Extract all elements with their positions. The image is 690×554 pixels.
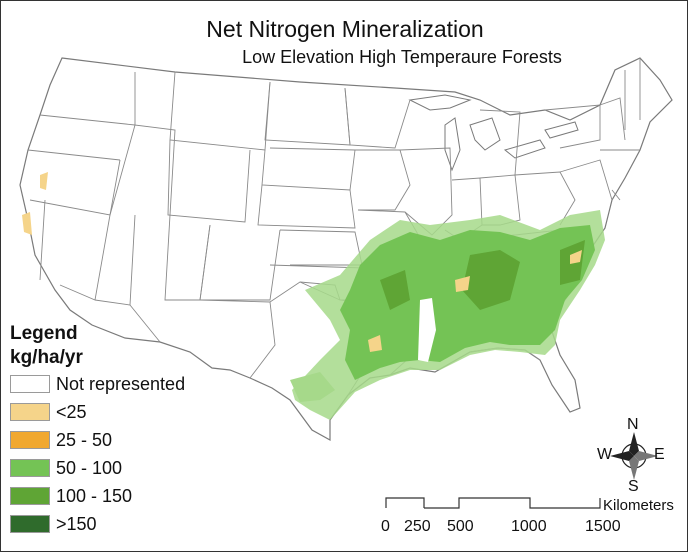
scale-bar (385, 497, 601, 509)
legend-item: 100 - 150 (10, 482, 185, 510)
legend-item: 50 - 100 (10, 454, 185, 482)
scale-tick: 1000 (511, 518, 547, 535)
forest-region-dense (380, 240, 585, 310)
legend-label: <25 (56, 401, 87, 422)
legend: Legend kg/ha/yr Not represented <25 25 -… (10, 322, 185, 538)
scale-tick: 0 (381, 518, 390, 535)
legend-label: 25 - 50 (56, 429, 113, 450)
legend-units: kg/ha/yr (10, 347, 83, 368)
map-subtitle: Low Elevation High Temperaure Forests (242, 47, 562, 67)
legend-swatch (10, 459, 50, 477)
forest-region-coastal-tx (290, 372, 335, 402)
scale-tick: 1500 (585, 518, 621, 535)
scale-tick: 500 (447, 518, 474, 535)
compass-rose (610, 432, 658, 480)
legend-swatch (10, 403, 50, 421)
compass-east: E (654, 446, 665, 463)
legend-swatch (10, 487, 50, 505)
legend-label: >150 (56, 513, 97, 534)
legend-item: 25 - 50 (10, 426, 185, 454)
legend-label: 50 - 100 (56, 457, 123, 478)
scale-tick: 250 (404, 518, 431, 535)
forest-coverage (22, 172, 605, 420)
scale-unit: Kilometers (603, 497, 674, 514)
forest-region-mississippi-gap (418, 298, 436, 362)
great-lakes (408, 94, 579, 172)
compass-west: W (597, 446, 613, 463)
legend-label: 100 - 150 (56, 485, 133, 506)
legend-swatch (10, 375, 50, 393)
map-title: Net Nitrogen Mineralization (206, 16, 484, 42)
legend-label: Not represented (56, 373, 186, 394)
legend-swatch (10, 515, 50, 533)
forest-region-main (340, 225, 595, 380)
compass-north: N (627, 416, 639, 433)
legend-item: >150 (10, 510, 185, 538)
legend-item: Not represented (10, 370, 185, 398)
legend-title: Legend (10, 323, 78, 344)
compass-south: S (628, 478, 639, 495)
legend-item: <25 (10, 398, 185, 426)
legend-swatch (10, 431, 50, 449)
